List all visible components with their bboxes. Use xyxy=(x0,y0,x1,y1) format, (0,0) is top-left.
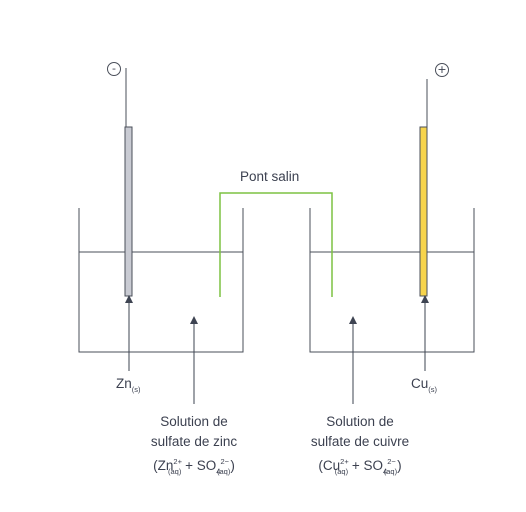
copper-electrode-label: Cu(s) xyxy=(411,376,437,394)
left-beaker xyxy=(78,208,244,353)
zinc-electrode-label: Zn(s) xyxy=(116,376,141,394)
zinc-solution-formula: (Zn2+(aq) + SO42−(aq)) xyxy=(153,457,235,476)
zinc-electrode xyxy=(124,126,133,297)
copper-solution-line1: Solution de xyxy=(326,414,394,429)
copper-symbol: Cu xyxy=(411,376,429,391)
zinc-symbol: Zn xyxy=(116,376,132,391)
salt-bridge xyxy=(219,192,333,297)
zinc-state: (s) xyxy=(131,385,141,394)
copper-solution-line2: sulfate de cuivre xyxy=(310,434,410,449)
zinc-solution-line2: sulfate de zinc xyxy=(150,434,238,449)
zinc-solution-label: Solution de sulfate de zinc (Zn2+(aq) + … xyxy=(134,412,254,482)
copper-electrode xyxy=(419,126,428,297)
copper-state: (s) xyxy=(428,385,438,394)
negative-terminal-icon: - xyxy=(107,62,121,76)
copper-solution-formula: (Cu2+(aq) + SO42−(aq)) xyxy=(318,457,402,476)
positive-terminal-icon: + xyxy=(435,63,449,77)
copper-solution-label: Solution de sulfate de cuivre (Cu2+(aq) … xyxy=(295,412,425,482)
salt-bridge-label: Pont salin xyxy=(240,169,300,184)
zinc-solution-line1: Solution de xyxy=(160,414,228,429)
right-beaker xyxy=(309,208,475,353)
